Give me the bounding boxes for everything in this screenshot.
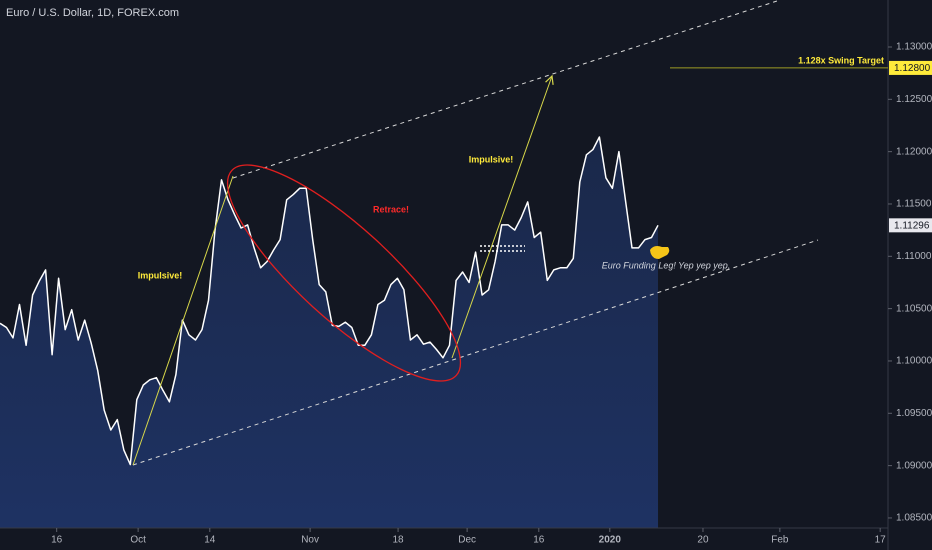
y-tick-label: 1.13000: [896, 42, 932, 53]
x-tick-label: Oct: [130, 535, 146, 546]
hand-icon: [650, 246, 670, 259]
y-tick-label: 1.10000: [896, 356, 932, 367]
annotation: Retrace!: [373, 204, 409, 214]
last-price-label: 1.11296: [894, 220, 930, 231]
x-tick-label: 18: [393, 535, 405, 546]
y-tick-label: 1.09500: [896, 408, 932, 419]
x-tick-label: Feb: [771, 535, 789, 546]
annotation: Impulsive!: [469, 154, 514, 164]
y-tick-label: 1.11000: [896, 251, 932, 262]
x-tick-label: Nov: [301, 535, 319, 546]
annotation: Euro Funding Leg! Yep yep yep.: [602, 260, 730, 270]
y-tick-label: 1.11500: [896, 199, 932, 210]
y-tick-label: 1.08500: [896, 513, 932, 524]
x-tick-label: 16: [51, 535, 63, 546]
annotation: Impulsive!: [138, 270, 183, 280]
retrace-ellipse: [226, 164, 462, 382]
price-line: [0, 136, 659, 466]
target-label: 1.12800: [894, 63, 931, 74]
plot-area: [0, 136, 659, 528]
drawings: Impulsive! Retrace! Impulsive! Euro Fund…: [132, 0, 819, 466]
chart-title: Euro / U.S. Dollar, 1D, FOREX.com: [6, 7, 179, 19]
target-text: 1.128x Swing Target: [798, 55, 884, 65]
last-price-box: [889, 218, 932, 233]
x-tick-label: Dec: [458, 535, 476, 546]
y-tick-label: 1.12000: [896, 146, 932, 157]
channel-lower: [132, 239, 819, 466]
impulse-line: [132, 175, 234, 466]
y-tick-label: 1.09000: [896, 460, 932, 471]
x-tick-label: 16: [533, 535, 545, 546]
x-tick-label: 20: [697, 535, 709, 546]
y-tick-label: 1.10500: [896, 303, 932, 314]
target-box: [889, 60, 932, 75]
impulse-arrow: [451, 76, 552, 359]
x-tick-label: 17: [875, 535, 887, 546]
x-tick-label: 2020: [599, 535, 622, 546]
y-tick-label: 1.12500: [896, 94, 932, 105]
area-fill: [0, 137, 659, 528]
x-tick-label: 14: [204, 535, 216, 546]
